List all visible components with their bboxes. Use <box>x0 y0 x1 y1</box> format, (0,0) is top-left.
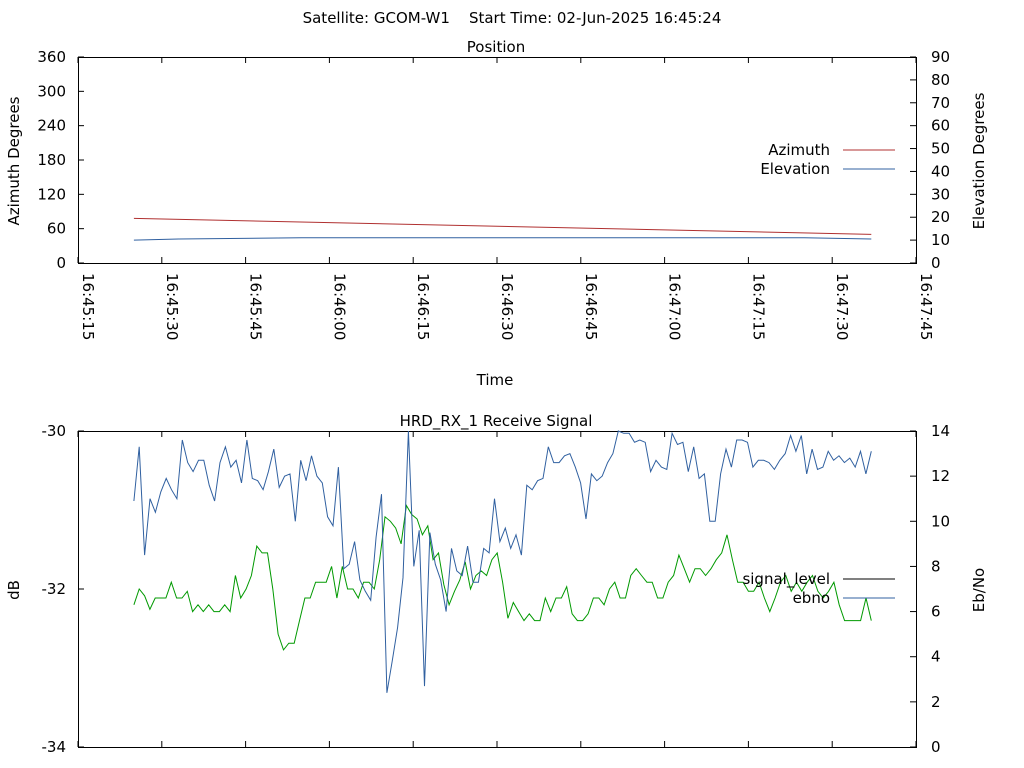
position-y-right-tick-label: 70 <box>931 94 950 112</box>
legend-elevation-label: Elevation <box>760 160 830 178</box>
position-x-label: Time <box>476 371 514 389</box>
signal-y-left-tick-label: -32 <box>42 580 67 598</box>
signal-series-ebno-line <box>133 430 872 693</box>
signal-chart: HRD_RX_1 Receive Signal dB Eb/No -30 -32 -… <box>5 412 988 756</box>
position-chart-title: Position <box>467 38 525 56</box>
position-y-right-tick-label: 50 <box>931 140 950 158</box>
position-y-left-tick-label: 120 <box>37 185 66 203</box>
position-x-tick-label: 16:46:00 <box>330 273 348 340</box>
position-x-tick-label: 16:47:30 <box>833 273 851 340</box>
position-y-left-tick-label: 0 <box>56 254 66 272</box>
signal-y-left-tick-label: -30 <box>42 422 67 440</box>
position-y-right-tick-label: 0 <box>931 254 941 272</box>
position-x-tick-label: 16:45:30 <box>163 273 181 340</box>
signal-chart-title: HRD_RX_1 Receive Signal <box>400 412 593 431</box>
signal-y-right-tick-label: 10 <box>931 512 950 530</box>
position-x-tick-label: 16:46:30 <box>498 273 516 340</box>
signal-y-right-tick-label: 2 <box>931 693 941 711</box>
position-y-left-label: Azimuth Degrees <box>5 96 23 225</box>
signal-y-right-label: Eb/No <box>970 568 988 612</box>
position-y-left-tick-label: 240 <box>37 117 66 135</box>
position-y-right-tick-label: 10 <box>931 231 950 249</box>
position-y-right-tick-label: 20 <box>931 208 950 226</box>
position-x-tick-label: 16:47:00 <box>666 273 684 340</box>
position-y-right-tick-label: 40 <box>931 162 950 180</box>
position-y-right-tick-label: 90 <box>931 48 950 66</box>
signal-y-left-tick-label: -34 <box>42 738 67 756</box>
signal-y-right-tick-label: 4 <box>931 648 941 666</box>
position-x-tick-label: 16:47:45 <box>917 273 935 340</box>
signal-series-signal-level-line <box>133 504 872 651</box>
signal-y-left-label: dB <box>5 580 23 600</box>
position-y-left-tick-label: 300 <box>37 82 66 100</box>
signal-y-right-tick-label: 6 <box>931 603 941 621</box>
legend-ebno-label: ebno <box>793 589 830 607</box>
position-x-tick-label: 16:45:15 <box>79 273 97 340</box>
position-chart: Position Azimuth Degrees Elevation Degre… <box>5 38 988 389</box>
signal-y-right-tick-label: 12 <box>931 467 950 485</box>
position-y-right-label: Elevation Degrees <box>970 92 988 229</box>
legend-azimuth-label: Azimuth <box>768 141 830 159</box>
position-x-tick-label: 16:46:15 <box>414 273 432 340</box>
position-x-tick-label: 16:47:15 <box>749 273 767 340</box>
position-y-left-tick-label: 360 <box>37 48 66 66</box>
position-series-elevation-line <box>133 237 872 241</box>
position-y-left-tick-label: 60 <box>47 220 66 238</box>
position-y-left-tick-label: 180 <box>37 151 66 169</box>
position-x-tick-label: 16:45:45 <box>247 273 265 340</box>
position-y-right-tick-label: 30 <box>931 185 950 203</box>
position-y-right-tick-label: 60 <box>931 117 950 135</box>
signal-y-right-tick-label: 8 <box>931 557 941 575</box>
position-x-tick-label: 16:46:45 <box>582 273 600 340</box>
legend-signal-level-label: signal_level <box>742 570 830 589</box>
signal-y-right-tick-label: 14 <box>931 422 950 440</box>
position-y-right-tick-label: 80 <box>931 71 950 89</box>
chart-header: Satellite: GCOM-W1 Start Time: 02-Jun-20… <box>303 9 722 27</box>
signal-y-right-tick-label: 0 <box>931 738 941 756</box>
position-series-azimuth-line <box>133 217 872 235</box>
